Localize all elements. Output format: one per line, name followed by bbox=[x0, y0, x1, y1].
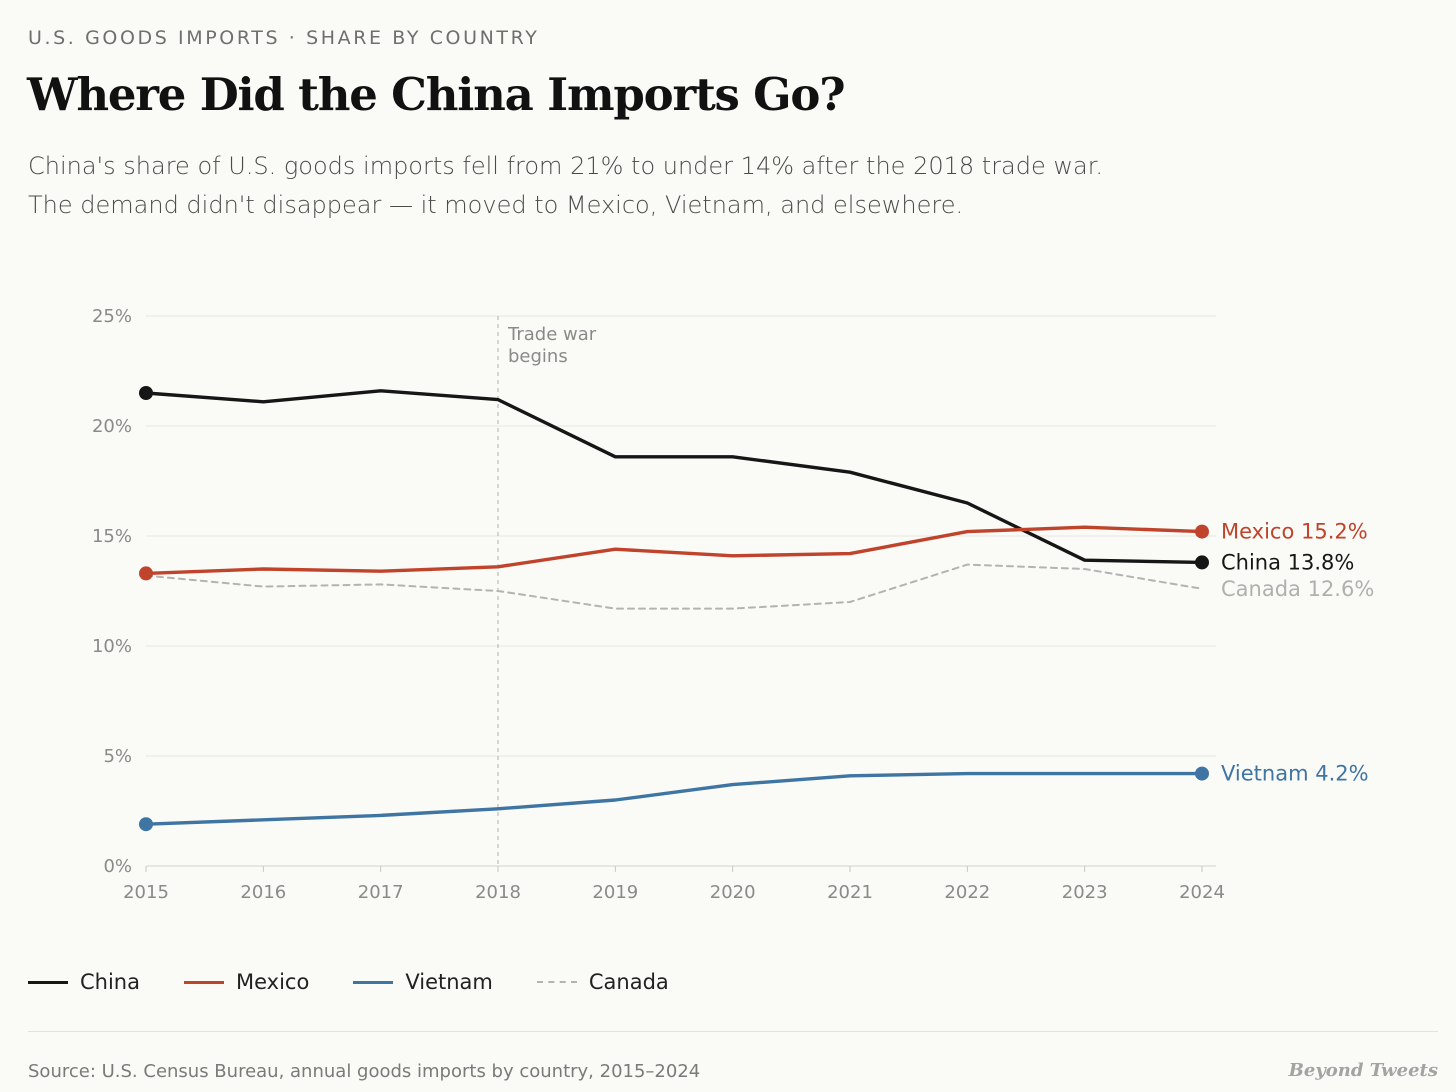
y-tick-label: 25% bbox=[92, 306, 132, 327]
end-label-vietnam: Vietnam 4.2% bbox=[1221, 762, 1369, 786]
legend-swatch-mexico bbox=[184, 980, 224, 984]
chart-kicker: U.S. GOODS IMPORTS · SHARE BY COUNTRY bbox=[28, 27, 540, 49]
end-label-mexico: Mexico 15.2% bbox=[1221, 520, 1368, 544]
chart-subtitle: China's share of U.S. goods imports fell… bbox=[28, 147, 1128, 225]
series-layer bbox=[139, 386, 1209, 832]
y-tick-label: 0% bbox=[103, 856, 132, 877]
chart-title: Where Did the China Imports Go? bbox=[27, 68, 846, 121]
series-line-china bbox=[144, 389, 1204, 565]
grid-layer bbox=[146, 315, 1216, 867]
series-point-china-start bbox=[139, 386, 153, 400]
x-tick-label: 2018 bbox=[475, 882, 521, 903]
legend-label-china: China bbox=[80, 970, 140, 994]
end-label-layer: China 13.8% Mexico 15.2% Vietnam 4.2% Canad… bbox=[1221, 520, 1374, 786]
x-tick-label: 2020 bbox=[710, 882, 756, 903]
legend-swatch-canada bbox=[536, 981, 577, 983]
legend-item-china: China bbox=[28, 970, 140, 994]
footer-divider bbox=[28, 1031, 1438, 1032]
y-tick-label: 10% bbox=[92, 636, 132, 657]
series-point-mexico-end bbox=[1195, 524, 1209, 539]
brand-wordmark: Beyond Tweets bbox=[1288, 1060, 1438, 1081]
legend-label-mexico: Mexico bbox=[236, 970, 310, 994]
x-tick-label: 2017 bbox=[358, 882, 404, 903]
source-note: Source: U.S. Census Bureau, annual goods… bbox=[28, 1061, 701, 1082]
subtitle-line-1: China's share of U.S. goods imports fell… bbox=[28, 152, 1104, 180]
subtitle-line-2: The demand didn't disappear — it moved t… bbox=[28, 191, 964, 219]
end-label-canada: Canada 12.6% bbox=[1221, 577, 1374, 601]
annotation-label-line-1: Trade war bbox=[507, 324, 597, 345]
x-tick-label: 2023 bbox=[1062, 882, 1108, 903]
end-label-china: China 13.8% bbox=[1221, 550, 1354, 574]
chart-legend: China Mexico Vietnam Canada bbox=[28, 966, 713, 998]
y-tick-label: 20% bbox=[92, 416, 132, 437]
series-line-canada bbox=[145, 563, 1203, 610]
series-line-vietnam bbox=[144, 771, 1204, 826]
x-tick-label: 2019 bbox=[592, 882, 638, 903]
series-point-china-end bbox=[1195, 555, 1209, 570]
series-point-vietnam-end bbox=[1195, 766, 1209, 781]
x-tick-label: 2022 bbox=[944, 882, 990, 903]
legend-item-mexico: Mexico bbox=[184, 970, 309, 994]
legend-swatch-china bbox=[28, 980, 68, 984]
x-tick-label: 2016 bbox=[240, 882, 286, 903]
legend-item-canada: Canada bbox=[536, 970, 669, 994]
series-point-vietnam-start bbox=[139, 817, 153, 832]
legend-item-vietnam: Vietnam bbox=[353, 970, 493, 994]
legend-swatch-vietnam bbox=[353, 980, 394, 984]
axis-layer: 0% 5% 10% 15% 20% 25% 2015 2016 2017 2018 2019 2020… bbox=[92, 306, 1225, 903]
x-tick-label: 2015 bbox=[123, 882, 169, 903]
y-tick-label: 5% bbox=[103, 746, 132, 767]
legend-label-canada: Canada bbox=[588, 970, 669, 994]
x-tick-label: 2021 bbox=[827, 882, 873, 903]
series-line-mexico bbox=[144, 525, 1204, 576]
x-tick-label: 2024 bbox=[1179, 882, 1225, 903]
legend-label-vietnam: Vietnam bbox=[405, 970, 493, 994]
series-point-mexico-start bbox=[139, 566, 153, 581]
annotation-label-line-2: begins bbox=[508, 346, 568, 367]
y-tick-label: 15% bbox=[92, 526, 132, 547]
